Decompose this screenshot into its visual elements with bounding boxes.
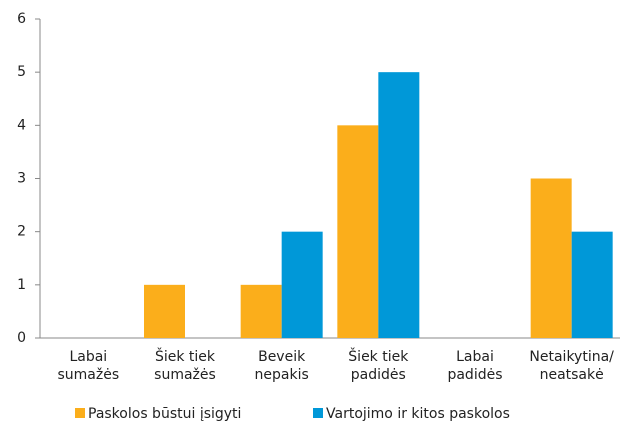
y-tick-label: 2 <box>17 224 26 240</box>
y-tick-label: 4 <box>17 117 26 133</box>
x-tick-label: Labai padidės <box>447 349 502 383</box>
bar <box>281 231 323 338</box>
x-tick-label: Šiek tiek padidės <box>348 347 409 383</box>
y-tick-label: 1 <box>17 277 26 293</box>
legend-label: Paskolos būstui įsigyti <box>88 406 241 422</box>
legend-swatch <box>313 408 323 418</box>
bar <box>530 178 572 338</box>
legend-swatch <box>75 408 85 418</box>
bar <box>378 72 420 339</box>
x-tick-label: Beveik nepakis <box>255 349 309 383</box>
bar <box>337 125 379 338</box>
legend-label: Vartojimo ir kitos paskolos <box>326 406 510 422</box>
bar <box>144 284 185 338</box>
bar <box>240 284 282 338</box>
x-tick-label: Labai sumažės <box>58 349 120 383</box>
y-tick-label: 0 <box>17 330 26 346</box>
y-tick-label: 6 <box>17 11 26 27</box>
y-tick-label: 5 <box>17 64 26 80</box>
x-tick-label: Netaikytina/neatsakė <box>529 349 614 383</box>
bar <box>571 231 613 338</box>
y-tick-label: 3 <box>17 171 26 187</box>
x-tick-label: Šiek tiek sumažės <box>154 347 216 383</box>
